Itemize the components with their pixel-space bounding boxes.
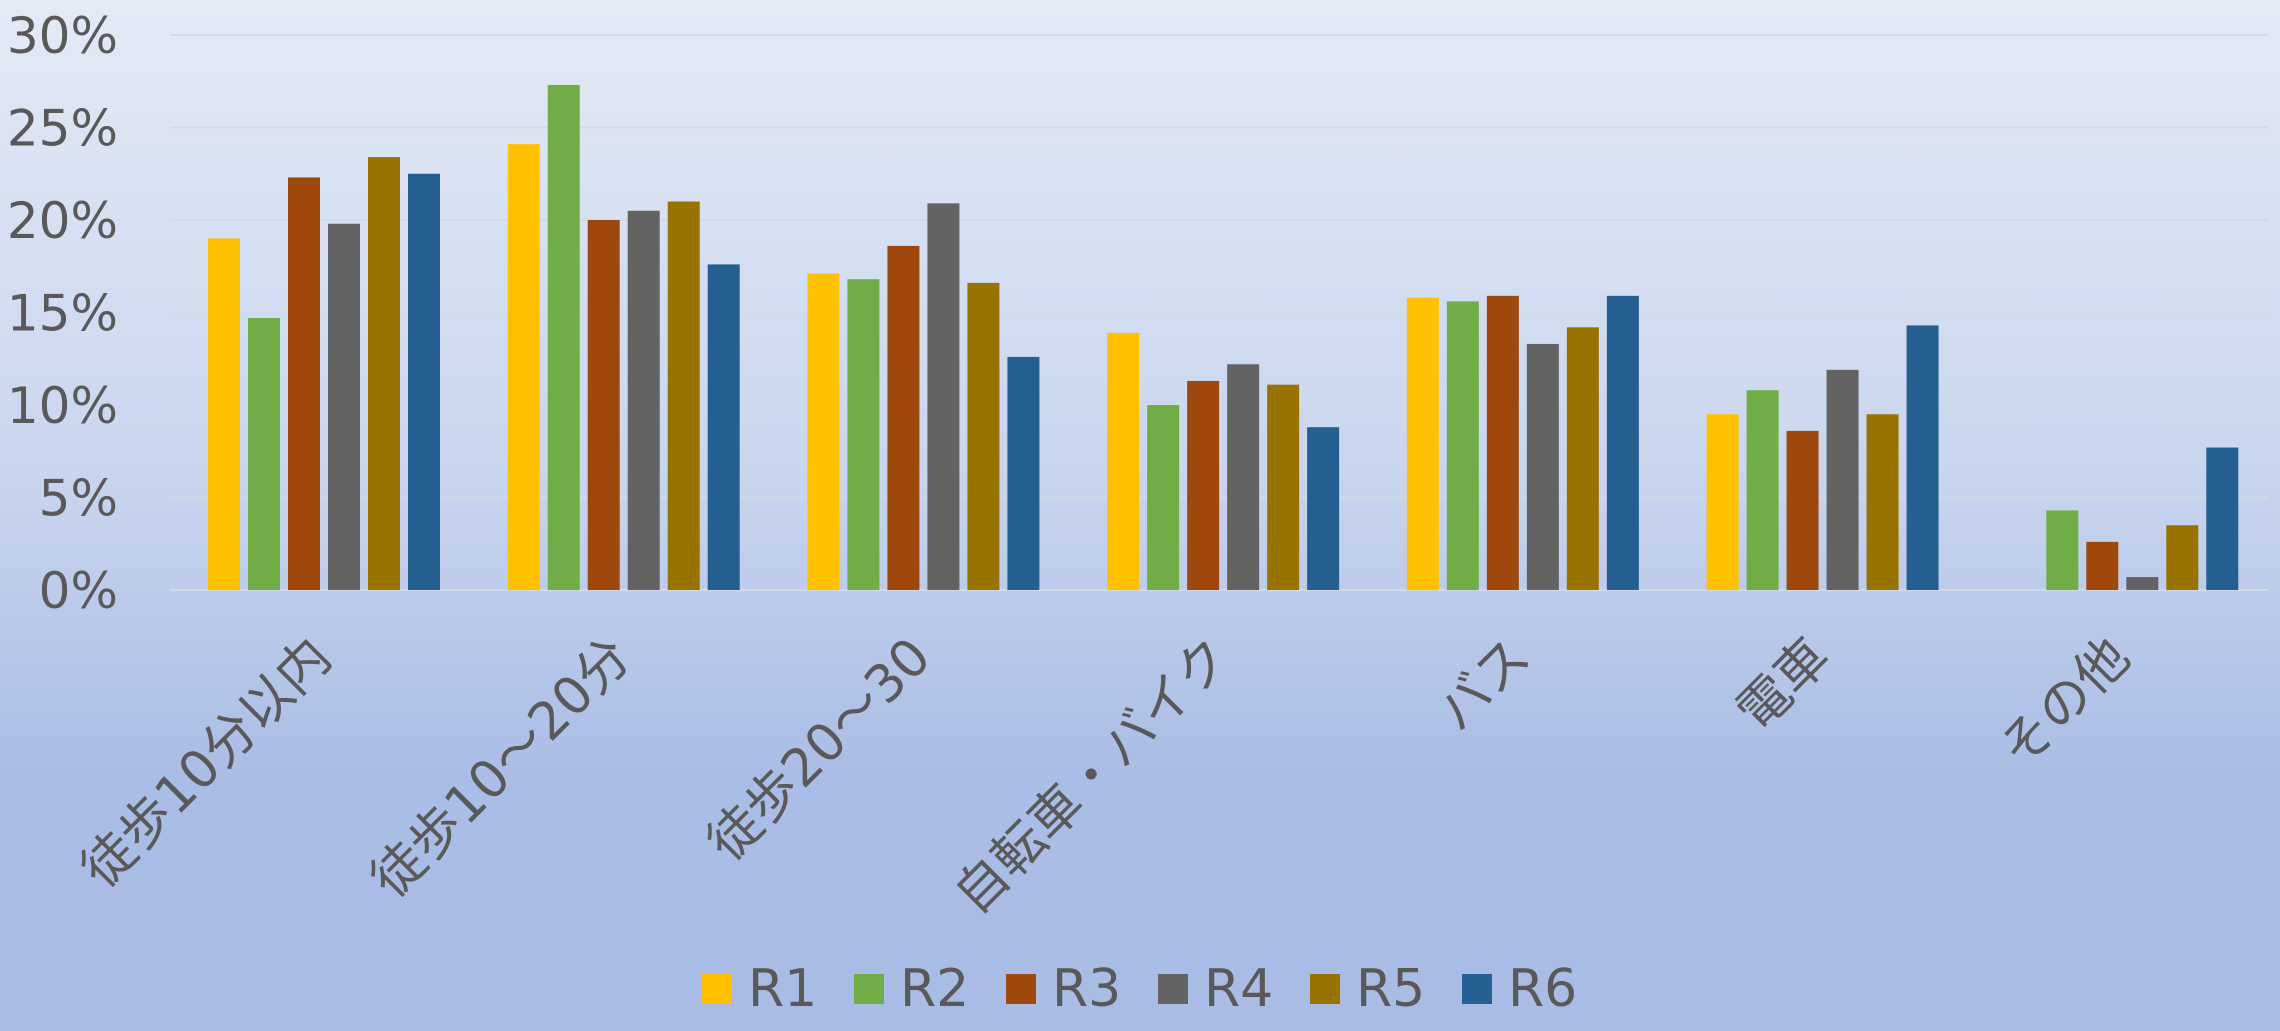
bar-r4 (1826, 369, 1859, 590)
bar-r2 (1446, 301, 1479, 590)
legend-swatch-r6 (1462, 974, 1492, 1004)
legend-swatch-r5 (1310, 974, 1340, 1004)
bar-r4 (2126, 577, 2159, 590)
bar-r6 (1307, 427, 1340, 590)
bar-r3 (887, 245, 920, 590)
y-tick-label: 20% (7, 192, 118, 250)
bar-r3 (288, 177, 320, 590)
bar-r2 (1147, 405, 1180, 590)
y-tick-label: 10% (7, 377, 118, 435)
bar-r5 (2166, 525, 2199, 590)
legend-label-r3: R3 (1052, 959, 1121, 1019)
bar-r2 (1746, 390, 1779, 590)
bar-r5 (1267, 384, 1300, 590)
legend-label-r5: R5 (1356, 959, 1425, 1019)
bar-r1 (807, 273, 840, 590)
x-tick-label: 電車 (1726, 627, 1842, 743)
x-tick-label: 自転車・バイク (943, 627, 1242, 926)
x-tick-label: 徒歩10分以内 (70, 627, 343, 900)
bar-r6 (1007, 356, 1040, 590)
bar-r5 (1566, 327, 1599, 590)
legend-swatch-r4 (1158, 974, 1188, 1004)
x-tick-label: 徒歩20～30 (696, 627, 942, 873)
y-tick-label: 0% (39, 562, 118, 620)
bar-r6 (707, 264, 740, 590)
legend-label-r6: R6 (1508, 959, 1577, 1019)
y-tick-label: 30% (7, 7, 118, 65)
bar-r4 (1227, 364, 1260, 590)
bar-r1 (208, 238, 240, 590)
bar-r3 (1486, 295, 1519, 590)
bar-r4 (1526, 343, 1559, 590)
bar-r3 (2086, 541, 2119, 590)
bar-r5 (1866, 414, 1899, 590)
y-tick-label: 5% (39, 470, 118, 528)
x-tick-label: バス (1426, 627, 1542, 743)
x-tick-label: 徒歩10～20分 (360, 627, 643, 910)
legend-label-r2: R2 (900, 959, 969, 1019)
bar-r3 (1187, 380, 1220, 590)
bar-r6 (2206, 447, 2239, 590)
bar-r1 (1107, 332, 1140, 590)
y-tick-label: 15% (7, 285, 118, 343)
bar-r1 (1706, 414, 1739, 590)
bar-r5 (667, 201, 700, 590)
bar-r5 (368, 157, 400, 590)
bar-r4 (927, 203, 960, 590)
bar-r2 (248, 318, 280, 590)
bar-r6 (1906, 325, 1939, 590)
bar-r3 (587, 220, 620, 590)
bar-r4 (627, 210, 660, 590)
bar-r3 (1786, 430, 1819, 590)
bar-r6 (408, 173, 440, 590)
legend-label-r1: R1 (748, 959, 817, 1019)
bar-r2 (547, 84, 580, 590)
bar-r1 (507, 144, 540, 590)
legend-label-r4: R4 (1204, 959, 1273, 1019)
bar-r5 (967, 282, 1000, 590)
legend-swatch-r2 (854, 974, 884, 1004)
bar-r6 (1606, 295, 1639, 590)
bar-r2 (2046, 510, 2079, 590)
legend-swatch-r1 (702, 974, 732, 1004)
legend-swatch-r3 (1006, 974, 1036, 1004)
bar-r1 (1406, 297, 1439, 590)
x-tick-label: その他 (1989, 627, 2142, 780)
bar-r4 (328, 223, 360, 590)
y-tick-label: 25% (7, 100, 118, 158)
bar-r2 (847, 279, 880, 590)
